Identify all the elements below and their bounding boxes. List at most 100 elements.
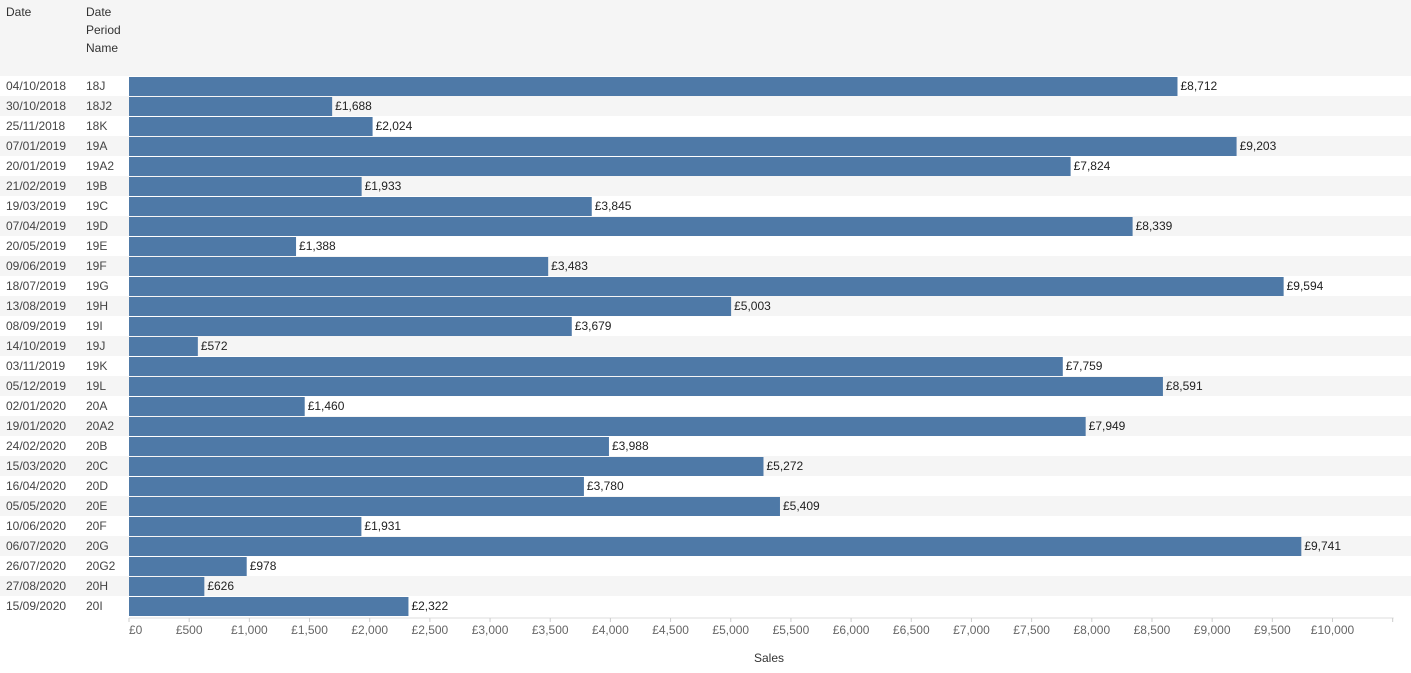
row-period-label: 19B [86, 179, 107, 193]
bar-19K [129, 357, 1063, 376]
bar-20D [129, 477, 584, 496]
bar-value-label: £5,409 [783, 499, 820, 513]
bar-value-label: £3,845 [595, 199, 632, 213]
row-date-label: 25/11/2018 [6, 119, 65, 133]
row-period-label: 20G2 [86, 559, 116, 573]
x-tick-label: £1,000 [231, 623, 268, 637]
row-period-label: 20G [86, 539, 109, 553]
row-date-label: 03/11/2019 [6, 359, 65, 373]
bar-value-label: £1,931 [364, 519, 401, 533]
bar-value-label: £9,203 [1240, 139, 1277, 153]
bar-value-label: £3,780 [587, 479, 624, 493]
bar-value-label: £1,688 [335, 99, 372, 113]
row-date-label: 10/06/2020 [6, 519, 66, 533]
x-tick-label: £2,000 [351, 623, 388, 637]
row-period-label: 20D [86, 479, 108, 493]
row-period-label: 20A [86, 399, 107, 413]
bar-19G [129, 277, 1284, 296]
row-period-label: 19I [86, 319, 103, 333]
x-tick-label: £7,000 [953, 623, 990, 637]
date-period-name-column-header: Date Period Name [86, 5, 121, 55]
x-tick-label: £2,500 [412, 623, 449, 637]
bar-20A2 [129, 417, 1086, 436]
bar-value-label: £1,388 [299, 239, 336, 253]
bar-value-label: £2,024 [376, 119, 413, 133]
bar-value-label: £3,679 [575, 319, 612, 333]
row-date-label: 21/02/2019 [6, 179, 66, 193]
bar-20C [129, 457, 764, 476]
bar-20I [129, 597, 409, 616]
bar-value-label: £2,322 [411, 599, 448, 613]
header-band [0, 0, 1411, 76]
bar-value-label: £572 [201, 339, 228, 353]
date-column-header: Date [6, 5, 32, 19]
x-tick-label: £8,500 [1134, 623, 1171, 637]
row-band [0, 576, 1411, 596]
bar-20E [129, 497, 780, 516]
bar-19E [129, 237, 297, 256]
bar-value-label: £8,339 [1136, 219, 1173, 233]
x-tick-label: £9,500 [1254, 623, 1291, 637]
bar-value-label: £626 [207, 579, 234, 593]
row-date-label: 18/07/2019 [6, 279, 66, 293]
row-period-label: 19L [86, 379, 106, 393]
bar-value-label: £7,759 [1066, 359, 1103, 373]
bar-value-label: £7,949 [1089, 419, 1126, 433]
row-date-label: 15/03/2020 [6, 459, 66, 473]
bar-20F [129, 517, 362, 536]
bar-19A [129, 137, 1237, 156]
row-period-label: 19H [86, 299, 108, 313]
x-tick-label: £4,500 [652, 623, 689, 637]
row-period-label: 20I [86, 599, 103, 613]
x-tick-label: £6,000 [833, 623, 870, 637]
x-tick-label: £10,000 [1311, 623, 1355, 637]
bar-18J2 [129, 97, 333, 116]
bar-value-label: £9,594 [1287, 279, 1324, 293]
bar-18J [129, 77, 1178, 96]
bars: £8,712 £1,688 £2,024 £9,203 £7,824 £1,933 £3,8… [129, 77, 1341, 616]
bar-20H [129, 577, 205, 596]
bar-19H [129, 297, 732, 316]
row-date-label: 24/02/2020 [6, 439, 66, 453]
row-date-label: 07/01/2019 [6, 139, 66, 153]
bar-19L [129, 377, 1163, 396]
row-labels: 04/10/2018 18J 30/10/2018 18J2 25/11/2018 18K… [6, 79, 116, 613]
row-period-label: 20H [86, 579, 108, 593]
bar-19F [129, 257, 549, 276]
row-date-label: 20/05/2019 [6, 239, 66, 253]
row-date-label: 19/03/2019 [6, 199, 66, 213]
bar-19J [129, 337, 198, 356]
x-tick-label: £6,500 [893, 623, 930, 637]
row-date-label: 27/08/2020 [6, 579, 66, 593]
row-period-label: 20C [86, 459, 108, 473]
bar-value-label: £5,003 [734, 299, 771, 313]
x-tick-label: £4,000 [592, 623, 629, 637]
x-tick-label: £5,500 [773, 623, 810, 637]
x-axis-title: Sales [754, 651, 784, 665]
bar-value-label: £3,483 [551, 259, 588, 273]
bar-value-label: £978 [250, 559, 277, 573]
row-period-label: 19G [86, 279, 109, 293]
x-tick-label: £0 [129, 623, 143, 637]
bar-18K [129, 117, 373, 136]
bar-value-label: £3,988 [612, 439, 649, 453]
row-date-label: 02/01/2020 [6, 399, 66, 413]
x-tick-label: £9,000 [1194, 623, 1231, 637]
x-tick-label: £500 [176, 623, 203, 637]
x-tick-label: £1,500 [291, 623, 328, 637]
row-period-label: 19C [86, 199, 108, 213]
row-date-label: 07/04/2019 [6, 219, 66, 233]
row-date-label: 04/10/2018 [6, 79, 66, 93]
row-period-label: 18J [86, 79, 105, 93]
bar-19B [129, 177, 362, 196]
row-period-label: 18J2 [86, 99, 112, 113]
row-date-label: 09/06/2019 [6, 259, 66, 273]
row-date-label: 26/07/2020 [6, 559, 66, 573]
row-band [0, 336, 1411, 356]
bar-value-label: £7,824 [1074, 159, 1111, 173]
bar-19C [129, 197, 592, 216]
row-period-label: 19F [86, 259, 107, 273]
bar-19D [129, 217, 1133, 236]
bar-20A [129, 397, 305, 416]
